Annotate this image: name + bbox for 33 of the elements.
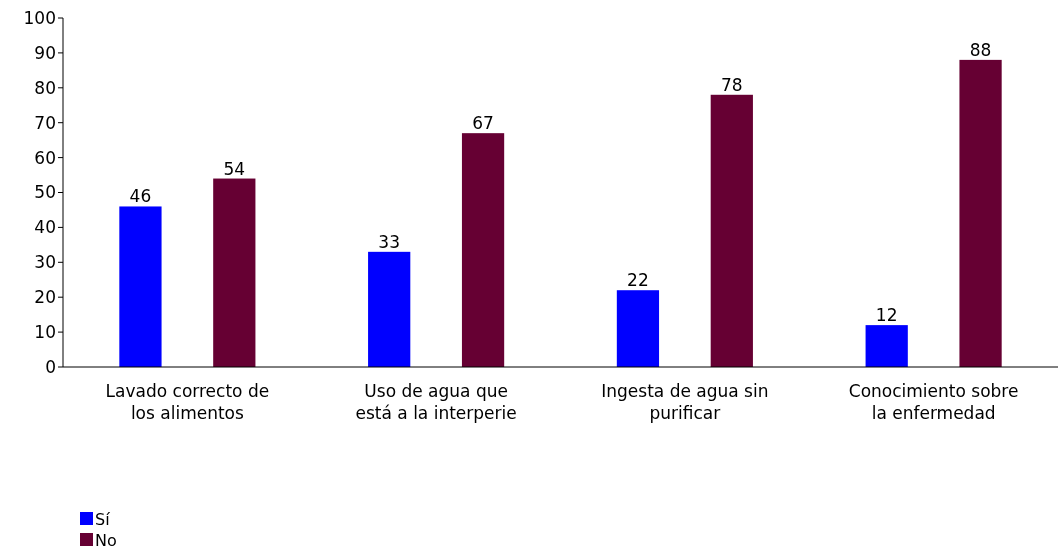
bar (710, 94, 753, 367)
legend-label: Sí (95, 509, 111, 529)
x-tick-label: Conocimiento sobre la enfermedad (848, 381, 1019, 423)
y-tick-label: 0 (45, 356, 56, 377)
data-label: 46 (129, 186, 152, 207)
y-tick-label: 10 (34, 322, 56, 343)
y-tick-label: 70 (34, 112, 56, 133)
y-tick-label: 30 (34, 252, 56, 273)
bar (959, 59, 1002, 367)
data-label: 12 (875, 305, 898, 326)
bar (119, 206, 162, 367)
y-tick-label: 40 (34, 217, 56, 238)
legend-label: No (95, 530, 117, 550)
y-tick-label: 20 (34, 287, 56, 308)
data-label: 33 (378, 231, 401, 252)
data-label: 67 (472, 113, 494, 134)
y-tick-label: 50 (34, 182, 56, 203)
bar (461, 133, 505, 367)
data-label: 78 (720, 74, 743, 95)
data-label: 22 (627, 270, 649, 291)
y-tick-label: 80 (34, 77, 56, 98)
y-tick-label: 60 (34, 147, 56, 168)
data-label: 54 (223, 158, 246, 179)
bar (616, 290, 660, 367)
x-tick-label: Lavado correcto de los alimentos (105, 381, 270, 423)
x-tick-label: Ingesta de agua sin purificar (601, 381, 769, 423)
bar (213, 178, 256, 367)
data-label: 88 (969, 39, 992, 60)
bar (865, 325, 908, 367)
y-tick-label: 90 (34, 42, 56, 63)
y-tick-label: 100 (23, 7, 56, 28)
x-tick-label: Uso de agua que está a la interperie (355, 381, 517, 423)
bar (368, 251, 411, 367)
